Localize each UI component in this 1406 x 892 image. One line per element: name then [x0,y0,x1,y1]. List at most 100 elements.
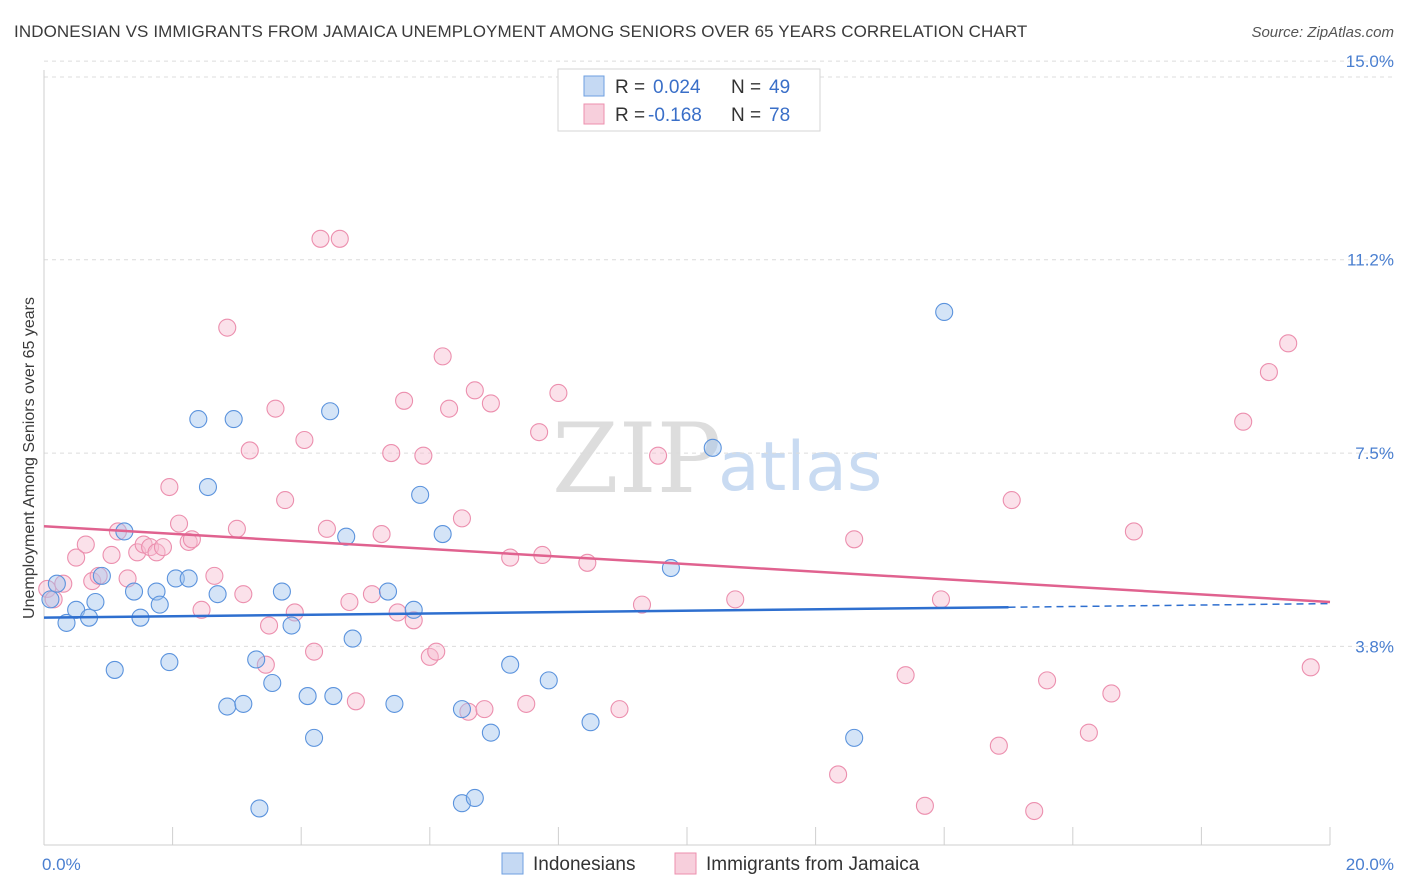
trend-line-jamaica [43,524,1331,604]
trend-lines [43,524,1331,619]
point-indonesians [218,697,237,716]
point-jamaica [234,585,253,604]
point-indonesians [324,687,343,706]
point-indonesians [282,616,301,635]
point-jamaica [845,530,864,549]
point-jamaica [649,446,668,465]
point-jamaica [610,700,629,719]
point-jamaica [1259,363,1278,382]
bottom-legend-label-indonesians: Indonesians [533,854,635,875]
point-indonesians [166,569,185,588]
point-jamaica [1102,684,1121,703]
point-jamaica [632,595,652,614]
point-jamaica [362,585,381,604]
point-indonesians [452,700,472,719]
point-indonesians [41,590,60,609]
point-indonesians [703,438,722,457]
point-indonesians [247,650,266,669]
point-jamaica [1002,491,1021,510]
point-jamaica [38,579,57,598]
point-jamaica [433,347,452,366]
x-tick-label-max: 20.0% [1346,855,1394,874]
point-jamaica [517,694,536,713]
point-jamaica [256,655,275,674]
point-jamaica [530,423,549,442]
legend-r-value-2: -0.168 [648,105,702,126]
point-indonesians [92,566,111,585]
point-jamaica [404,611,423,630]
point-jamaica [452,509,472,528]
point-jamaica [1124,522,1143,541]
point-indonesians [298,687,317,706]
point-jamaica [1079,723,1098,742]
point-jamaica [54,574,73,593]
point-jamaica [395,391,414,410]
point-jamaica [76,535,95,554]
point-indonesians [404,600,423,619]
point-indonesians [160,653,179,672]
y-tick-labels: 3.8% 7.5% 11.2% 15.0% [1346,52,1394,656]
point-jamaica [372,525,391,544]
y-tick-label: 3.8% [1355,637,1394,656]
x-tick-label-min: 0.0% [42,855,81,874]
point-jamaica [1234,412,1253,431]
point-indonesians [124,582,144,601]
point-indonesians [501,655,520,674]
point-indonesians [250,799,269,818]
point-indonesians [305,728,324,747]
point-jamaica [102,545,121,565]
point-jamaica [382,444,401,463]
point-jamaica [67,548,86,567]
legend-swatch-indonesians [583,75,605,97]
point-indonesians [433,525,452,544]
correlation-legend: R = 0.024 N = 49 R = -0.168 N = 78 [557,68,821,132]
point-indonesians [343,629,362,648]
point-indonesians [208,585,227,604]
point-jamaica [388,603,407,622]
point-jamaica [192,600,211,619]
point-jamaica [179,532,198,551]
point-jamaica [465,381,484,400]
y-tick-label: 11.2% [1347,251,1394,270]
series-indonesians-points [41,302,954,818]
point-indonesians [581,713,600,732]
point-indonesians [539,671,558,690]
point-indonesians [224,410,243,429]
watermark: ZIP atlas [552,403,882,515]
point-jamaica [330,229,349,248]
point-jamaica [305,642,324,661]
bottom-legend-label-jamaica: Immigrants from Jamaica [706,854,920,875]
point-indonesians [179,569,198,588]
point-jamaica [1301,658,1320,677]
point-indonesians [47,574,66,593]
point-jamaica [218,318,237,337]
series-jamaica-points [38,229,1320,821]
point-jamaica [340,592,359,612]
bottom-legend-swatch-jamaica [674,852,697,875]
watermark-zip: ZIP [552,403,721,515]
point-jamaica [169,514,189,533]
point-jamaica [205,566,224,585]
point-jamaica [227,519,246,538]
point-jamaica [346,692,365,711]
point-indonesians [935,302,954,322]
point-indonesians [481,723,500,742]
point-indonesians [378,582,398,601]
point-jamaica [726,590,745,609]
point-indonesians [411,485,430,504]
point-indonesians [86,592,105,612]
point-jamaica [989,736,1008,755]
gridlines [44,60,1395,647]
legend-r-label-1: R = [615,77,645,98]
legend-swatch-jamaica [583,103,605,125]
point-indonesians [150,595,169,614]
point-jamaica [549,383,568,403]
point-jamaica [931,590,951,609]
point-jamaica [259,616,279,635]
point-jamaica [317,519,336,538]
point-indonesians [234,694,253,713]
point-jamaica [501,548,520,567]
point-jamaica [1279,334,1298,353]
y-tick-label: 7.5% [1355,444,1394,463]
point-jamaica [266,399,285,418]
